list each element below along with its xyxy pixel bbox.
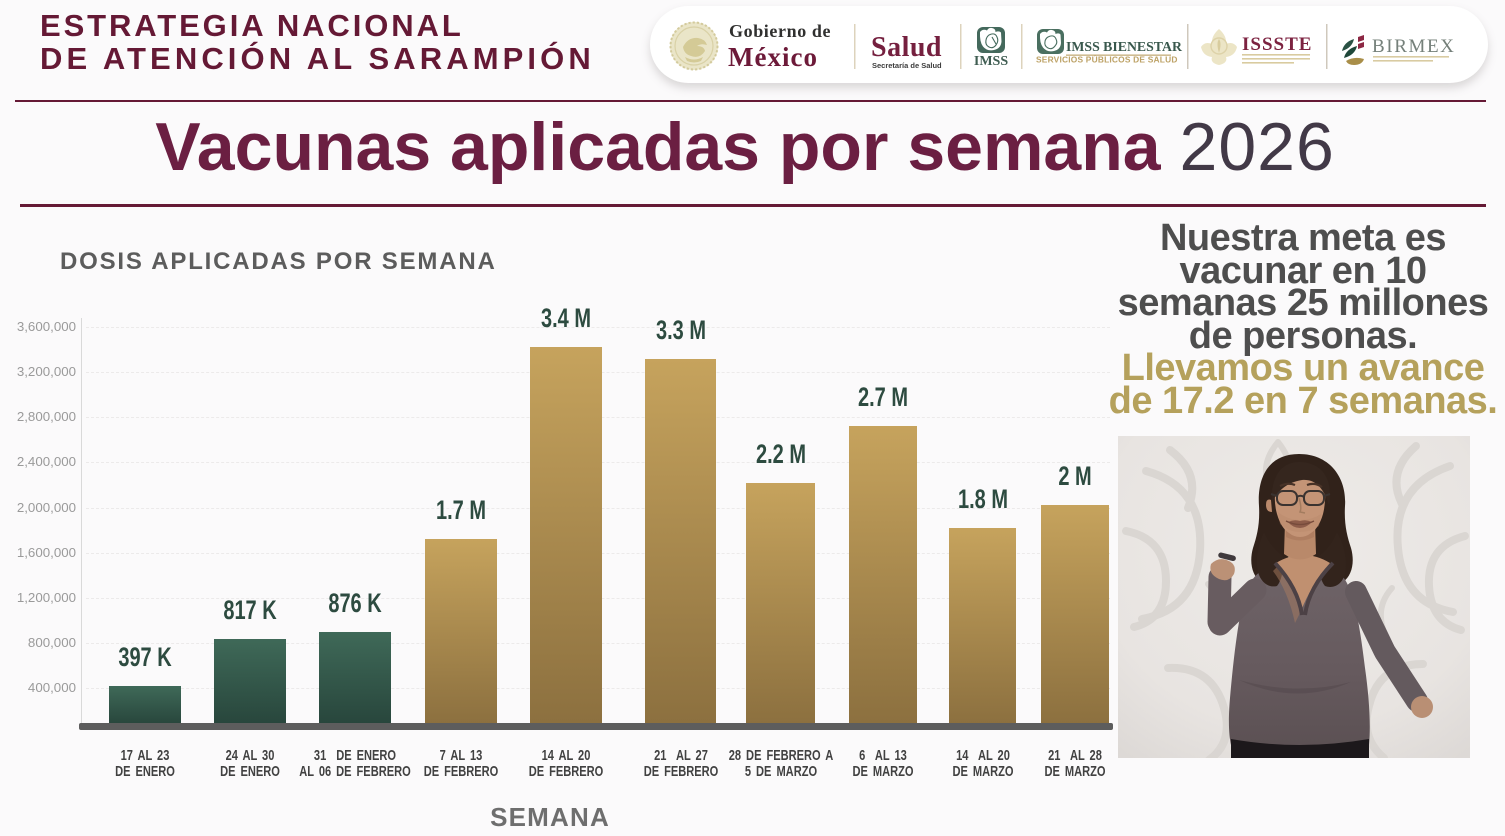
svg-text:Gobierno de: Gobierno de xyxy=(729,21,831,41)
svg-text:BIRMEX: BIRMEX xyxy=(1372,36,1456,57)
svg-text:IMSS BIENESTAR: IMSS BIENESTAR xyxy=(1066,39,1183,54)
svg-text:México: México xyxy=(728,42,818,72)
svg-text:Salud: Salud xyxy=(871,32,942,63)
svg-text:ISSSTE: ISSSTE xyxy=(1242,34,1312,55)
svg-text:Secretaría de Salud: Secretaría de Salud xyxy=(872,61,942,70)
svg-text:IMSS: IMSS xyxy=(974,54,1008,69)
svg-text:SERVICIOS PÚBLICOS DE SALUD: SERVICIOS PÚBLICOS DE SALUD xyxy=(1036,54,1178,65)
